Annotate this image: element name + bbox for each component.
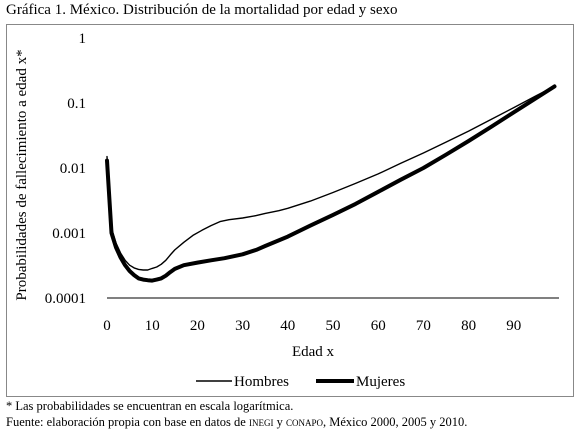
y-tick-label: 0.0001 (45, 291, 86, 307)
x-tick-label: 20 (190, 318, 205, 334)
x-tick-label: 60 (371, 318, 386, 334)
y-tick-label: 0.001 (52, 226, 86, 242)
x-tick-label: 70 (416, 318, 431, 334)
x-tick-label: 10 (145, 318, 160, 334)
y-tick-label: 1 (79, 31, 87, 47)
legend: Hombres Mujeres (196, 374, 405, 390)
source-mid: y (273, 415, 286, 429)
series-layer (105, 84, 557, 283)
x-axis-ticks: 0 10 20 30 40 50 60 70 80 90 (103, 318, 521, 334)
y-axis-label: Probabilidades de fallecimiento a edad x… (14, 49, 30, 300)
source-inegi: inegi (248, 415, 274, 429)
legend-label-mujeres: Mujeres (356, 374, 405, 390)
footnote: * Las probabilidades se encuentran en es… (6, 399, 294, 413)
x-axis-label: Edad x (292, 344, 335, 360)
source-suffix: , México 2000, 2005 y 2010. (322, 415, 468, 429)
y-tick-label: 0.1 (67, 96, 86, 112)
y-tick-label: 0.01 (60, 161, 86, 177)
source-note: Fuente: elaboración propia con base en d… (6, 415, 467, 430)
source-conapo: conapo (285, 415, 323, 429)
x-tick-label: 0 (103, 318, 111, 334)
legend-label-hombres: Hombres (234, 374, 289, 390)
series-line-hombres (106, 85, 556, 271)
series-line-mujeres (105, 84, 557, 283)
x-tick-label: 80 (461, 318, 476, 334)
x-tick-label: 30 (235, 318, 250, 334)
x-tick-label: 90 (506, 318, 521, 334)
x-tick-label: 50 (326, 318, 341, 334)
y-axis-ticks: 0.0001 0.001 0.01 0.1 1 (45, 31, 86, 307)
x-tick-label: 40 (280, 318, 295, 334)
source-prefix: Fuente: elaboración propia con base en d… (6, 415, 249, 429)
chart-title: Gráfica 1. México. Distribución de la mo… (6, 2, 398, 18)
chart-frame (6, 24, 574, 397)
